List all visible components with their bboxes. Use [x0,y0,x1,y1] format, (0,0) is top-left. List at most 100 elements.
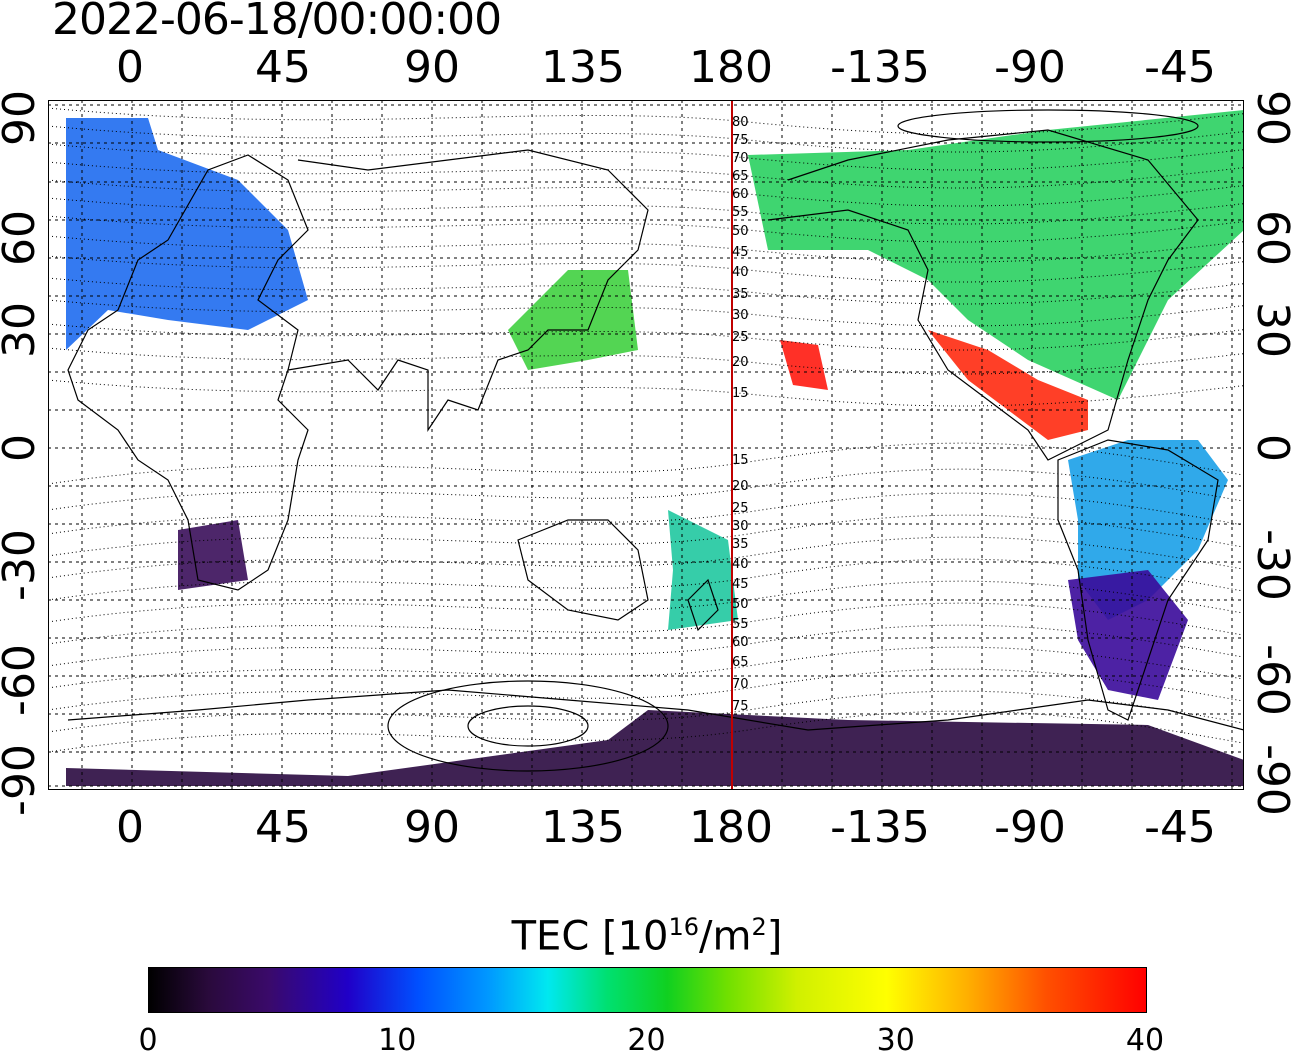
mlat-curve [48,624,1244,667]
mlat-label: 20 [732,479,749,494]
tec-region-central-america [928,330,1088,440]
top-lon-label: -90 [994,42,1066,93]
left-lat-label: 0 [0,388,45,508]
mlat-label: 35 [732,287,749,302]
colorbar-tick-label: 40 [1125,1023,1165,1058]
magnetic-latitude-labels: 80 75 70 65 60 55 50 45 40 35 30 25 20 15 15 20 25 30 35 40… [732,115,749,714]
coastline-antarctica [67,689,1244,731]
mlat-label: 60 [732,635,749,650]
mlat-label: 65 [732,655,749,670]
mlat-curve [48,646,1244,689]
colorbar-title-close: ] [766,913,783,960]
mlat-curve [48,492,1244,535]
mlat-label: 35 [732,537,749,552]
mlat-label: 50 [732,597,749,612]
top-lon-label: 90 [404,42,460,93]
mlat-curve [48,442,1244,485]
mlat-label: 55 [732,617,749,632]
tec-data-layer [66,110,1244,786]
mlat-label: 45 [732,245,749,260]
left-lat-label: -30 [0,529,45,601]
bottom-lon-label: -135 [830,802,930,853]
tec-map: 80 75 70 65 60 55 50 45 40 35 30 25 20 15 15 20 25 30 35 40… [48,100,1244,790]
top-lon-label: 180 [689,42,773,93]
mlat-curve [48,668,1244,711]
bottom-lon-label: 90 [404,802,460,853]
tec-region-europe-north-atlantic [66,118,308,350]
tec-region-southern-africa [178,520,248,590]
right-lat-label: 0 [1247,434,1294,462]
mlat-label: 40 [732,557,749,572]
tec-region-east-asia [508,270,638,370]
tec-colorbar [148,967,1147,1013]
bottom-lon-label: 0 [116,802,144,853]
mlat-label: 15 [732,453,749,468]
right-lat-label: -90 [1247,744,1294,816]
top-lon-label: 0 [116,42,144,93]
bottom-lon-label: -45 [1144,802,1216,853]
colorbar-title-main: TEC [10 [511,913,669,960]
mlat-label: 75 [732,699,749,714]
mlat-curve [48,514,1244,557]
mlat-label: 15 [732,386,749,401]
coastline-new-zealand [687,578,719,632]
coastline-australia [517,519,649,621]
magnetic-latitude-lines [48,107,1244,753]
mlat-label: 25 [732,330,749,345]
left-lat-label: 90 [0,90,45,146]
mlat-label: 40 [732,265,749,280]
mlat-label: 75 [732,133,749,148]
mlat-curve [48,580,1244,623]
mlat-curve [48,468,1244,511]
mlat-curve [48,602,1244,645]
mlat-label: 55 [732,205,749,220]
mlat-label: 70 [732,151,749,166]
mlat-curve [48,536,1244,579]
colorbar-tick-label: 10 [378,1023,417,1058]
mlat-curve [48,710,1244,753]
right-lat-label: 30 [1247,302,1294,358]
bottom-lon-label: 45 [255,802,311,853]
left-lat-label: -90 [0,744,45,816]
mlat-label: 45 [732,577,749,592]
mlat-label: 30 [732,519,749,534]
mlat-label: 20 [732,355,749,370]
tec-region-antarctica [66,710,1244,786]
mlat-label: 65 [732,169,749,184]
colorbar-tick-label: 20 [627,1023,666,1058]
mlat-label: 80 [732,115,749,130]
colorbar-title-unit: /m [699,913,752,960]
colorbar-tick-label: 0 [138,1023,158,1058]
top-lon-label: -135 [830,42,930,93]
top-lon-label: 135 [541,42,625,93]
bottom-lon-label: 135 [541,802,625,853]
lat-lon-grid [48,100,1244,790]
coastline-europe-africa [67,154,309,591]
mlat-label: 25 [732,501,749,516]
bottom-lon-label: -90 [994,802,1066,853]
top-lon-label: 45 [255,42,311,93]
coastlines [67,109,1244,772]
left-lat-label: 30 [0,302,45,358]
colorbar-title-exponent: 16 [668,913,700,941]
mlat-curve [48,558,1244,601]
coastline-north-america [767,129,1199,461]
colorbar-title-unit-exponent: 2 [751,913,767,941]
mlat-curve [48,690,1244,733]
right-lat-label: 90 [1247,90,1294,146]
bottom-lon-label: 180 [689,802,773,853]
right-lat-label: -30 [1247,529,1294,601]
coastline-south-america [1057,439,1219,721]
top-lon-label: -45 [1144,42,1216,93]
mlat-ring-south [467,705,589,747]
tec-region-hawaii [780,340,828,390]
colorbar-tick-label: 30 [876,1023,915,1058]
mlat-label: 70 [732,677,749,692]
mlat-ring-north [897,109,1199,143]
coastline-asia-south [287,149,649,432]
map-timestamp: 2022-06-18/00:00:00 [52,0,502,45]
tec-region-south-america-south [1068,570,1188,700]
mlat-label: 30 [732,308,749,323]
colorbar-title: TEC [1016/m2] [0,902,1294,961]
mlat-label: 50 [732,224,749,239]
